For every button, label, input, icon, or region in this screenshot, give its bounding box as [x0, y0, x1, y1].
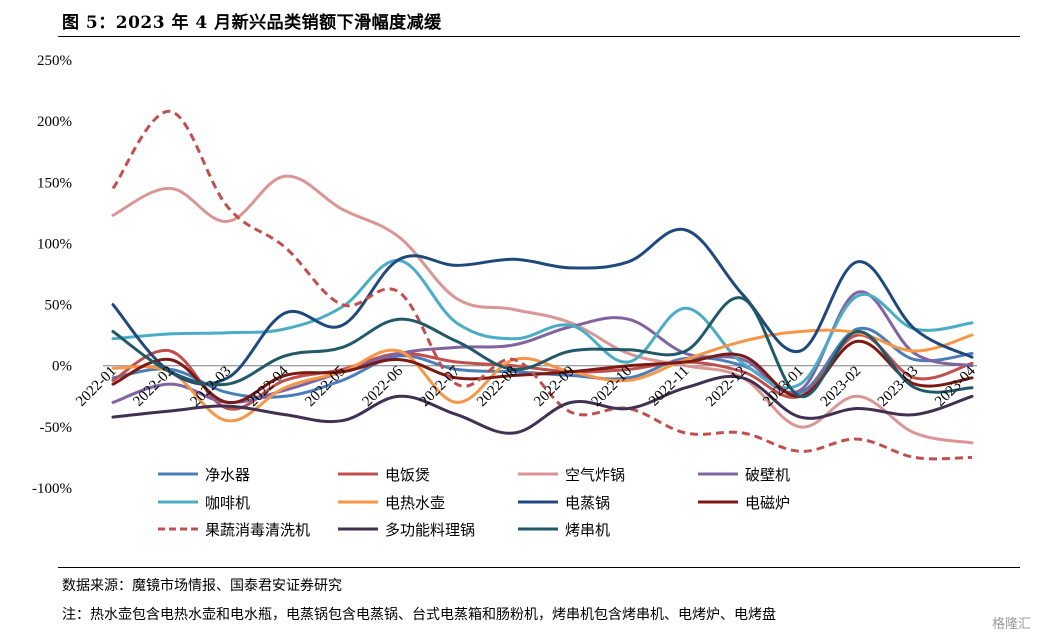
legend-label: 多功能料理锅: [385, 521, 475, 539]
x-axis-ticks: 2022-01 2022-02 2022-03 2022-04 2022-05 2022-…: [73, 363, 979, 410]
legend-item: 果蔬消毒清洗机: [158, 521, 310, 539]
watermark: 格隆汇: [991, 617, 1031, 632]
y-tick-label: -100%: [32, 481, 72, 497]
legend-label: 空气炸锅: [565, 466, 625, 484]
legend-label: 电热水壶: [385, 494, 445, 512]
legend-label: 电磁炉: [745, 494, 790, 512]
footnote: 注：热水壶包含电热水壶和电水瓶，电蒸锅包含电蒸锅、台式电蒸箱和肠粉机，烤串机包含…: [62, 607, 776, 623]
legend-item: 电磁炉: [698, 494, 790, 512]
line-chart: 250% 200% 150% 100% 50% 0% -50% -100% 2022-01 20…: [32, 53, 979, 539]
legend-item: 破壁机: [698, 466, 790, 484]
legend-label: 破壁机: [745, 466, 790, 484]
legend-item: 电热水壶: [338, 494, 445, 512]
y-tick-label: 100%: [37, 236, 72, 252]
legend-label: 净水器: [205, 466, 250, 484]
legend-item: 多功能料理锅: [338, 521, 475, 539]
legend-item: 电蒸锅: [518, 494, 610, 512]
legend-item: 净水器: [158, 466, 250, 484]
bottom-rule: [58, 567, 1020, 568]
legend-item: 咖啡机: [158, 494, 250, 512]
legend-label: 烤串机: [565, 521, 610, 539]
top-rule: [58, 36, 1020, 37]
series-lines: [111, 109, 974, 461]
legend-label: 电蒸锅: [565, 494, 610, 512]
legend-label: 果蔬消毒清洗机: [205, 521, 310, 539]
legend-item: 电饭煲: [338, 466, 430, 484]
legend-label: 咖啡机: [205, 494, 250, 512]
chart-title: 图 5：2023 年 4 月新兴品类销额下滑幅度减缓: [62, 13, 442, 33]
legend-item: 烤串机: [518, 521, 610, 539]
series-line-6: [111, 227, 974, 386]
y-tick-label: -50%: [40, 420, 73, 436]
source-note: 数据来源：魔镜市场情报、国泰君安证券研究: [62, 578, 342, 594]
series-line-8: [111, 109, 973, 461]
y-tick-label: 250%: [37, 53, 72, 69]
y-tick-label: 50%: [45, 298, 73, 314]
y-tick-label: 150%: [37, 175, 72, 191]
y-tick-label: 200%: [37, 114, 72, 130]
y-tick-label: 0%: [52, 359, 72, 375]
legend-label: 电饭煲: [385, 466, 430, 484]
series-line-10: [111, 296, 974, 398]
y-axis-ticks: 250% 200% 150% 100% 50% 0% -50% -100%: [32, 53, 72, 497]
series-line-9: [111, 374, 974, 435]
x-tick-label: 2022-05: [302, 363, 349, 410]
legend-item: 空气炸锅: [518, 466, 625, 484]
series-line-7: [111, 339, 974, 404]
